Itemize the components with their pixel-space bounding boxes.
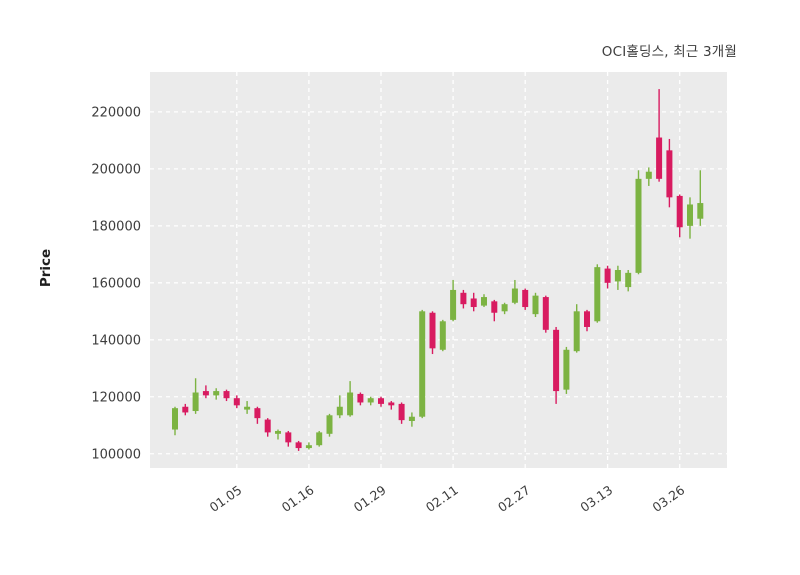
candle-up (481, 297, 487, 306)
y-tick-label: 120000 (91, 390, 141, 405)
candle-up (645, 171, 652, 179)
y-tick-label: 140000 (91, 333, 141, 348)
candle-up (347, 392, 354, 416)
candle-down (584, 311, 590, 327)
candle-down (429, 312, 436, 349)
candle-down (254, 408, 261, 419)
candle-down (522, 289, 529, 308)
candle-down (202, 391, 209, 396)
candle-up (687, 204, 693, 226)
candle-up (532, 295, 539, 315)
y-tick-label: 200000 (91, 162, 141, 177)
candle-down (285, 432, 292, 443)
candle-down (398, 403, 405, 421)
candle-down (491, 301, 498, 313)
candle-up (450, 289, 457, 320)
x-tick-label: 01.16 (279, 482, 317, 515)
candle-down (604, 268, 611, 283)
candle-up (326, 415, 333, 434)
candle-up (697, 203, 704, 219)
candle-down (676, 195, 683, 228)
candle-up (275, 430, 281, 434)
y-tick-label: 160000 (91, 276, 141, 291)
candle-up (419, 311, 426, 417)
candle-up (625, 272, 632, 288)
candle-down (357, 393, 364, 403)
candle-down (388, 402, 395, 406)
candle-up (614, 270, 621, 282)
candle-up (367, 398, 374, 403)
candle-up (172, 408, 178, 430)
x-tick-label: 01.29 (351, 482, 389, 515)
candle-up (439, 321, 446, 350)
chart-title: OCI홀딩스, 최근 3개월 (601, 44, 737, 60)
candle-down (553, 329, 560, 392)
candle-down (542, 297, 549, 330)
candle-down (460, 292, 467, 305)
x-tick-label: 03.13 (577, 482, 615, 515)
candle-up (408, 416, 415, 421)
candle-down (470, 298, 477, 308)
candle-up (192, 392, 199, 412)
candle-up (336, 406, 343, 416)
candle-up (563, 349, 570, 390)
x-tick-label: 02.11 (423, 482, 461, 515)
candle-up (635, 178, 642, 273)
candle-down (295, 442, 302, 449)
candle-up (305, 445, 312, 449)
candle-up (244, 406, 251, 410)
plot-background (150, 72, 727, 468)
y-tick-label: 100000 (91, 447, 141, 462)
candle-down (656, 137, 663, 179)
x-tick-label: 02.27 (495, 482, 533, 515)
candle-down (666, 150, 673, 198)
candle-up (594, 267, 601, 322)
y-tick-label: 220000 (91, 105, 141, 120)
candle-down (223, 391, 230, 399)
candle-up (573, 311, 580, 352)
candle-down (182, 406, 189, 413)
candle-up (511, 288, 518, 303)
candle-down (233, 398, 240, 406)
candle-up (213, 391, 220, 396)
y-tick-label: 180000 (91, 219, 141, 234)
candle-down (264, 419, 271, 433)
candle-up (501, 304, 508, 312)
x-tick-label: 03.26 (649, 482, 687, 515)
candle-up (316, 432, 323, 446)
x-tick-label: 01.05 (207, 482, 245, 515)
candle-down (378, 398, 384, 404)
